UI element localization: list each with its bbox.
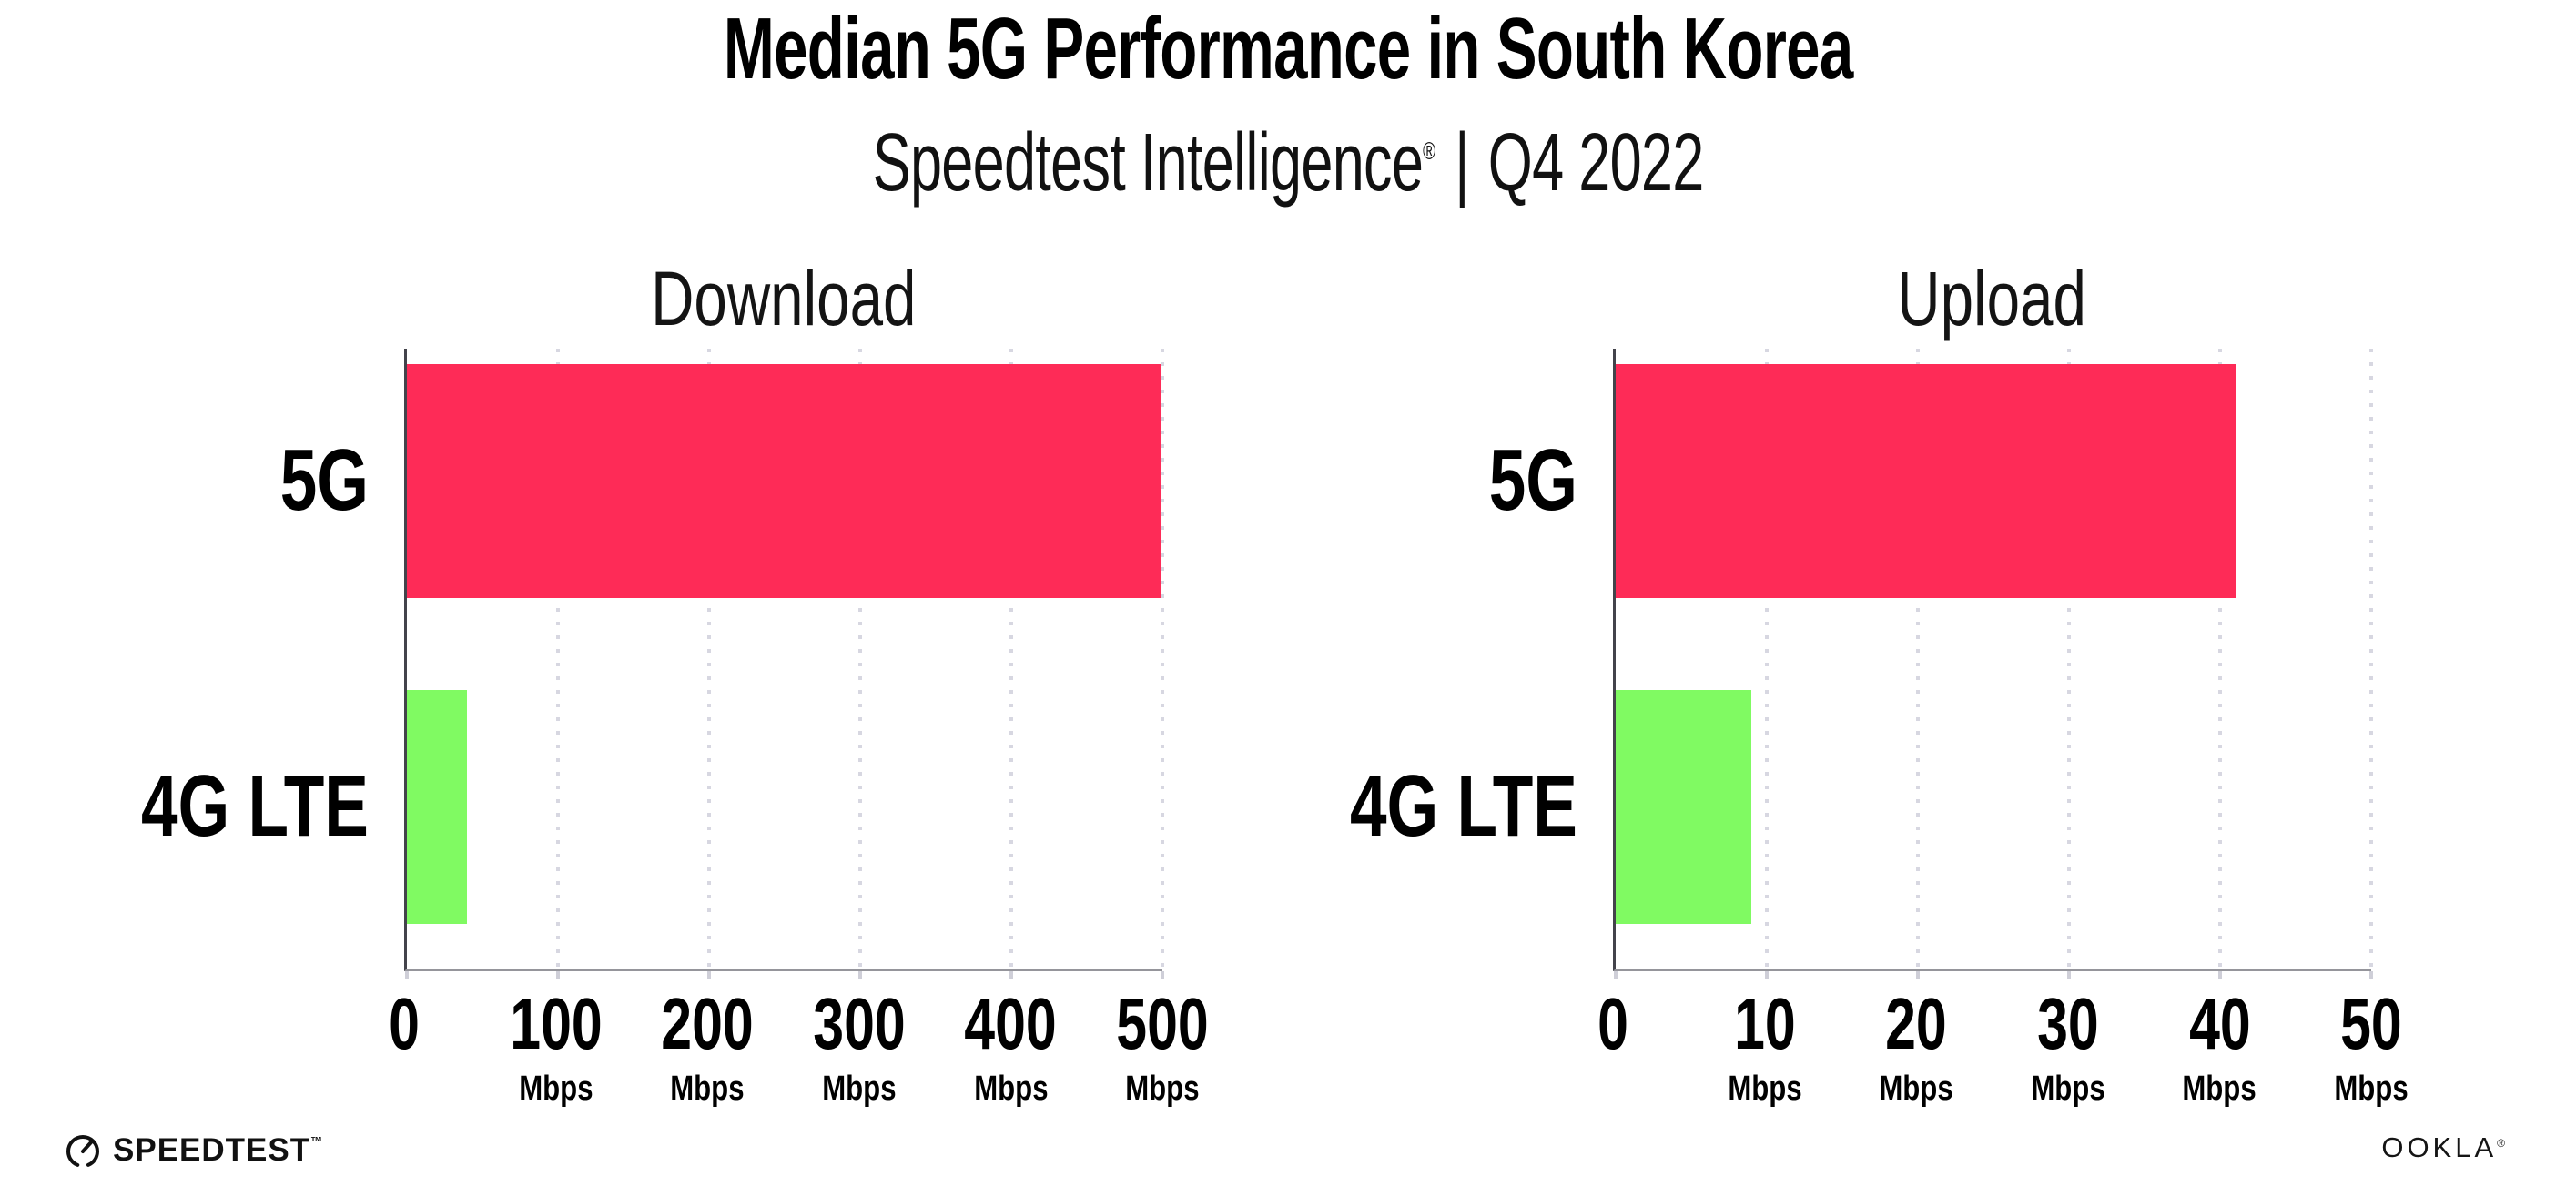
tick-unit: Mbps [2334,1069,2409,1108]
category-label-5g: 5G [1488,431,1577,530]
subtitle-divider: | [1455,117,1469,208]
gridline-50 [2369,348,2373,969]
tick-value: 20 [1885,982,1947,1064]
gridline-40 [2218,348,2222,969]
gridline-30 [2067,348,2071,969]
x-tick-label-100: 100 Mbps [495,982,616,1108]
x-tick-label-500: 500 Mbps [1101,982,1222,1108]
tick-value: 30 [2036,982,2099,1064]
gridline-200 [707,348,711,969]
x-tick-label-10: 10 Mbps [1719,982,1810,1108]
gridline-100 [556,348,560,969]
x-tick-label-20: 20 Mbps [1871,982,1962,1108]
bar-4g-lte [407,689,468,924]
gridline-500 [1161,348,1164,969]
category-label-5g: 5G [279,431,369,530]
tick-unit: Mbps [518,1069,593,1108]
ookla-wordmark: OOKLA [2381,1131,2498,1163]
tick-mark-300 [858,970,862,979]
tick-value: 500 [1116,982,1209,1064]
figure-header: Median 5G Performance in South Korea Spe… [0,0,2576,205]
tick-value: 300 [813,982,906,1064]
gridline-10 [1765,348,1769,969]
tick-mark-500 [1161,970,1164,979]
speedtest-gauge-icon [64,1131,102,1170]
bar-5g [407,363,1161,598]
x-tick-label-400: 400 Mbps [950,982,1071,1108]
category-label-4g-lte: 4G LTE [1350,757,1577,856]
gridline-300 [858,348,862,969]
x-tick-label-40: 40 Mbps [2175,982,2265,1108]
tick-unit: Mbps [822,1069,897,1108]
chart-upload: Upload 5G 4G LTE 0 10 Mbps 20 Mbps 30 Mbps 40 Mbp… [1288,258,2576,1124]
tick-unit: Mbps [2182,1069,2257,1108]
tick-mark-400 [1009,970,1013,979]
tick-unit: Mbps [1125,1069,1200,1108]
x-tick-label-50: 50 Mbps [2326,982,2416,1108]
tick-value: 40 [2188,982,2251,1064]
bar-4g-lte [1616,689,1752,924]
tick-value: 50 [2340,982,2402,1064]
gridline-400 [1009,348,1013,969]
tick-mark-40 [2218,970,2222,979]
tick-mark-0 [405,970,409,979]
tick-unit: Mbps [1879,1069,1953,1108]
tick-unit: Mbps [670,1069,745,1108]
x-axis-download: 0 100 Mbps 200 Mbps 300 Mbps 400 Mbps 500 Mbps [389,982,1209,1124]
tick-value: 100 [509,982,603,1064]
subtitle-brand: Speedtest Intelligence [872,117,1424,208]
plot-area-download: 5G 4G LTE [141,348,1164,979]
tick-value: 200 [661,982,754,1064]
x-tick-label-0: 0 [384,982,425,1064]
tick-value: 0 [389,982,420,1064]
tick-mark-20 [1916,970,1920,979]
page-title: Median 5G Performance in South Korea [723,0,1853,97]
x-axis-upload: 0 10 Mbps 20 Mbps 30 Mbps 40 Mbps 50 Mbps [1597,982,2409,1124]
tick-mark-0 [1614,970,1618,979]
plot-area-upload: 5G 4G LTE [1350,348,2373,979]
chart-title-download: Download [650,255,917,341]
tick-unit: Mbps [1727,1069,1802,1108]
charts-row: Download 5G 4G LTE 0 100 Mbps 200 Mbps 300 Mbps… [0,258,2576,1124]
category-label-4g-lte: 4G LTE [141,757,369,856]
ookla-logo: OOKLA® [2381,1131,2505,1164]
x-tick-label-0: 0 [1593,982,1634,1064]
x-tick-label-300: 300 Mbps [798,982,919,1108]
tick-mark-50 [2369,970,2373,979]
page-subtitle: Speedtest Intelligence® | Q4 2022 [0,109,2576,205]
subtitle-period: Q4 2022 [1487,117,1704,208]
trademark-mark: ™ [310,1134,323,1149]
bar-5g [1616,363,2236,598]
tick-unit: Mbps [2031,1069,2105,1108]
chart-title-upload: Upload [1897,255,2087,341]
tick-mark-200 [707,970,711,979]
tick-mark-10 [1765,970,1769,979]
registered-mark: ® [1423,137,1436,165]
x-tick-label-200: 200 Mbps [646,982,767,1108]
tick-value: 0 [1597,982,1628,1064]
tick-value: 400 [964,982,1058,1064]
speedtest-logo: SPEEDTEST™ [64,1131,322,1170]
chart-download: Download 5G 4G LTE 0 100 Mbps 200 Mbps 300 Mbps… [0,258,1288,1124]
x-tick-label-30: 30 Mbps [2023,982,2113,1108]
tick-mark-30 [2067,970,2071,979]
tick-unit: Mbps [973,1069,1049,1108]
tick-value: 10 [1733,982,1796,1064]
gridline-20 [1916,348,1920,969]
speedtest-wordmark: SPEEDTEST™ [113,1132,323,1168]
ookla-registered-mark: ® [2497,1137,2505,1151]
tick-mark-100 [556,970,560,979]
